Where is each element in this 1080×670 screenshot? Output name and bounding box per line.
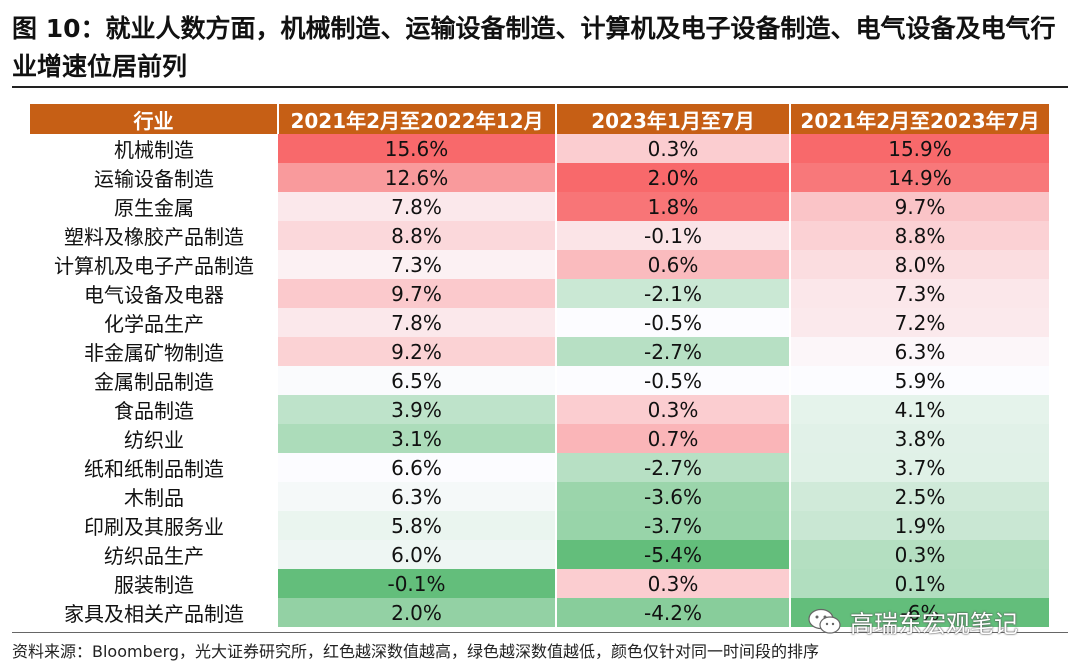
industry-cell: 非金属矿物制造 [30, 337, 278, 366]
value-cell-period-1: 7.8% [278, 192, 557, 221]
table-row: 机械制造 15.6% 0.3% 15.9% [30, 134, 1051, 163]
value-cell-period-3: 4.1% [790, 395, 1051, 424]
table-row: 纺织品生产 6.0% -5.4% 0.3% [30, 540, 1051, 569]
value-cell-period-3: 3.7% [790, 453, 1051, 482]
value-cell-period-1: 5.8% [278, 511, 557, 540]
value-cell-period-1: 8.8% [278, 221, 557, 250]
industry-cell: 电气设备及电器 [30, 279, 278, 308]
footnote-rule [12, 632, 1068, 633]
header-period-3: 2021年2月至2023年7月 [790, 104, 1051, 134]
value-cell-period-3: 7.2% [790, 308, 1051, 337]
industry-cell: 家具及相关产品制造 [30, 598, 278, 627]
value-cell-period-3: 2.5% [790, 482, 1051, 511]
table-header-row: 行业 2021年2月至2022年12月 2023年1月至7月 2021年2月至2… [30, 104, 1051, 134]
value-cell-period-1: 3.9% [278, 395, 557, 424]
value-cell-period-3: 9.7% [790, 192, 1051, 221]
value-cell-period-3: 7.3% [790, 279, 1051, 308]
value-cell-period-1: 9.7% [278, 279, 557, 308]
table-row: 化学品生产 7.8% -0.5% 7.2% [30, 308, 1051, 337]
table-row: 木制品 6.3% -3.6% 2.5% [30, 482, 1051, 511]
value-cell-period-3: 14.9% [790, 163, 1051, 192]
value-cell-period-2: -0.5% [556, 308, 791, 337]
table-body: 机械制造 15.6% 0.3% 15.9% 运输设备制造 12.6% 2.0% 14.9% 原生… [30, 134, 1051, 627]
table-row: 纸和纸制品制造 6.6% -2.7% 3.7% [30, 453, 1051, 482]
industry-cell: 服装制造 [30, 569, 278, 598]
watermark-text: 高瑞东宏观笔记 [850, 610, 1018, 638]
industry-cell: 机械制造 [30, 134, 278, 163]
industry-cell: 食品制造 [30, 395, 278, 424]
industry-cell: 纺织品生产 [30, 540, 278, 569]
value-cell-period-2: -3.7% [556, 511, 791, 540]
industry-cell: 原生金属 [30, 192, 278, 221]
value-cell-period-2: 0.6% [556, 250, 791, 279]
value-cell-period-1: -0.1% [278, 569, 557, 598]
value-cell-period-2: 0.7% [556, 424, 791, 453]
wechat-icon [808, 608, 842, 636]
value-cell-period-1: 15.6% [278, 134, 557, 163]
value-cell-period-3: 8.8% [790, 221, 1051, 250]
table-row: 非金属矿物制造 9.2% -2.7% 6.3% [30, 337, 1051, 366]
value-cell-period-3: 5.9% [790, 366, 1051, 395]
value-cell-period-1: 6.5% [278, 366, 557, 395]
value-cell-period-2: -3.6% [556, 482, 791, 511]
value-cell-period-3: 3.8% [790, 424, 1051, 453]
table-row: 金属制品制造 6.5% -0.5% 5.9% [30, 366, 1051, 395]
table-row: 塑料及橡胶产品制造 8.8% -0.1% 8.8% [30, 221, 1051, 250]
employment-growth-table: 行业 2021年2月至2022年12月 2023年1月至7月 2021年2月至2… [30, 104, 1051, 627]
value-cell-period-2: -2.1% [556, 279, 791, 308]
industry-cell: 纸和纸制品制造 [30, 453, 278, 482]
value-cell-period-2: 0.3% [556, 569, 791, 598]
value-cell-period-1: 6.3% [278, 482, 557, 511]
figure-title: 图 10：就业人数方面，机械制造、运输设备制造、计算机及电子设备制造、电气设备及… [12, 14, 1056, 81]
value-cell-period-3: 0.1% [790, 569, 1051, 598]
industry-cell: 木制品 [30, 482, 278, 511]
value-cell-period-3: 0.3% [790, 540, 1051, 569]
table-row: 原生金属 7.8% 1.8% 9.7% [30, 192, 1051, 221]
value-cell-period-3: 8.0% [790, 250, 1051, 279]
industry-cell: 化学品生产 [30, 308, 278, 337]
value-cell-period-3: 1.9% [790, 511, 1051, 540]
value-cell-period-2: 1.8% [556, 192, 791, 221]
table-row: 印刷及其服务业 5.8% -3.7% 1.9% [30, 511, 1051, 540]
industry-cell: 塑料及橡胶产品制造 [30, 221, 278, 250]
value-cell-period-2: -2.7% [556, 337, 791, 366]
table-row: 食品制造 3.9% 0.3% 4.1% [30, 395, 1051, 424]
industry-cell: 印刷及其服务业 [30, 511, 278, 540]
table-row: 运输设备制造 12.6% 2.0% 14.9% [30, 163, 1051, 192]
table-row: 纺织业 3.1% 0.7% 3.8% [30, 424, 1051, 453]
table-row: 电气设备及电器 9.7% -2.1% 7.3% [30, 279, 1051, 308]
title-rule [12, 86, 1068, 88]
value-cell-period-2: -2.7% [556, 453, 791, 482]
header-period-2: 2023年1月至7月 [556, 104, 791, 134]
wechat-watermark: 高瑞东宏观笔记 [808, 604, 1018, 639]
industry-cell: 金属制品制造 [30, 366, 278, 395]
value-cell-period-1: 12.6% [278, 163, 557, 192]
value-cell-period-2: 0.3% [556, 134, 791, 163]
value-cell-period-2: -0.5% [556, 366, 791, 395]
value-cell-period-2: 0.3% [556, 395, 791, 424]
industry-cell: 计算机及电子产品制造 [30, 250, 278, 279]
industry-cell: 运输设备制造 [30, 163, 278, 192]
value-cell-period-3: 6.3% [790, 337, 1051, 366]
value-cell-period-2: -4.2% [556, 598, 791, 627]
value-cell-period-1: 9.2% [278, 337, 557, 366]
table-row: 服装制造 -0.1% 0.3% 0.1% [30, 569, 1051, 598]
value-cell-period-2: -5.4% [556, 540, 791, 569]
value-cell-period-1: 6.0% [278, 540, 557, 569]
value-cell-period-2: 2.0% [556, 163, 791, 192]
industry-cell: 纺织业 [30, 424, 278, 453]
table-row: 计算机及电子产品制造 7.3% 0.6% 8.0% [30, 250, 1051, 279]
value-cell-period-1: 2.0% [278, 598, 557, 627]
value-cell-period-1: 6.6% [278, 453, 557, 482]
source-footnote: 资料来源：Bloomberg，光大证券研究所，红色越深数值越高，绿色越深数值越低… [12, 642, 820, 661]
value-cell-period-1: 7.8% [278, 308, 557, 337]
value-cell-period-3: 15.9% [790, 134, 1051, 163]
value-cell-period-2: -0.1% [556, 221, 791, 250]
header-period-1: 2021年2月至2022年12月 [278, 104, 557, 134]
value-cell-period-1: 3.1% [278, 424, 557, 453]
header-industry: 行业 [30, 104, 279, 134]
value-cell-period-1: 7.3% [278, 250, 557, 279]
